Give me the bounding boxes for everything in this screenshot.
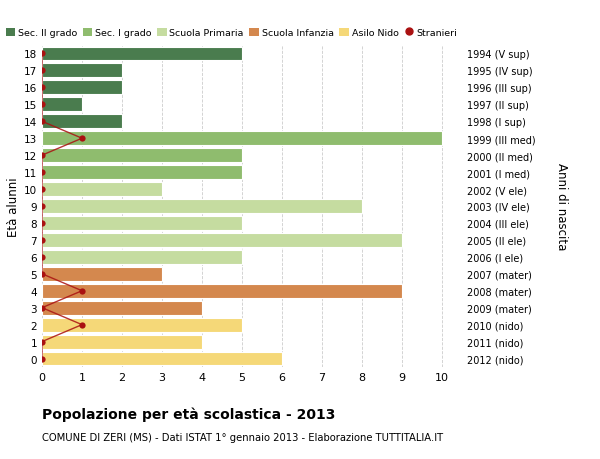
Bar xyxy=(42,166,242,179)
Bar xyxy=(42,98,82,112)
Y-axis label: Anni di nascita: Anni di nascita xyxy=(555,163,568,250)
Y-axis label: Età alunni: Età alunni xyxy=(7,177,20,236)
Text: COMUNE DI ZERI (MS) - Dati ISTAT 1° gennaio 2013 - Elaborazione TUTTITALIA.IT: COMUNE DI ZERI (MS) - Dati ISTAT 1° genn… xyxy=(42,432,443,442)
Bar xyxy=(42,217,242,230)
Bar xyxy=(42,183,162,196)
Bar xyxy=(42,352,282,366)
Bar xyxy=(42,267,162,281)
Legend: Sec. II grado, Sec. I grado, Scuola Primaria, Scuola Infanzia, Asilo Nido, Stran: Sec. II grado, Sec. I grado, Scuola Prim… xyxy=(5,29,457,38)
Bar xyxy=(42,250,242,264)
Bar xyxy=(42,234,402,247)
Bar xyxy=(42,64,122,78)
Bar xyxy=(42,115,122,129)
Bar xyxy=(42,81,122,95)
Bar xyxy=(42,149,242,163)
Bar xyxy=(42,47,242,62)
Bar xyxy=(42,301,202,315)
Bar xyxy=(42,318,242,332)
Bar xyxy=(42,335,202,349)
Bar xyxy=(42,284,402,298)
Text: Popolazione per età scolastica - 2013: Popolazione per età scolastica - 2013 xyxy=(42,406,335,421)
Bar xyxy=(42,200,362,213)
Bar xyxy=(42,132,442,146)
